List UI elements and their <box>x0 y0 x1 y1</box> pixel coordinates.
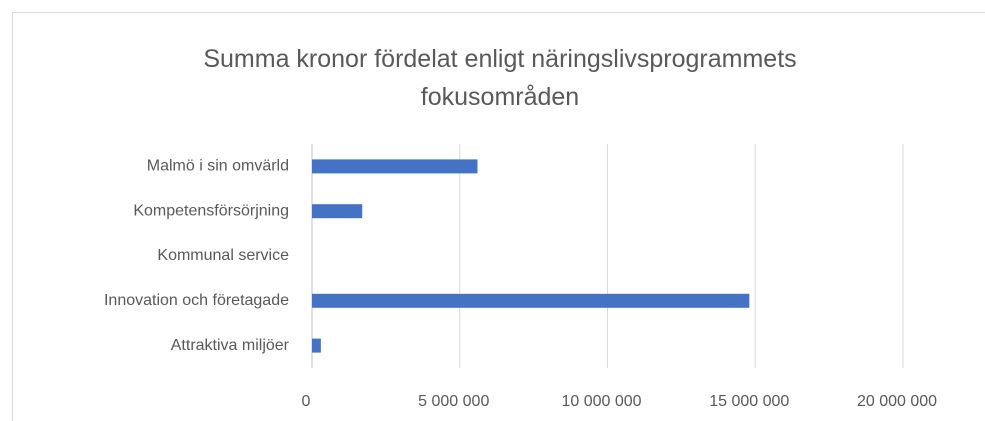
x-tick-label: 15 000 000 <box>709 393 789 410</box>
bar <box>312 159 478 174</box>
x-tick-label: 20 000 000 <box>857 393 937 410</box>
y-tick-label: Malmö i sin omvärld <box>147 158 289 175</box>
y-tick-label: Attraktiva miljöer <box>171 337 290 354</box>
x-tick-label: 10 000 000 <box>561 393 641 410</box>
x-tick-label: 5 000 000 <box>418 393 489 410</box>
y-tick-label: Innovation och företagade <box>104 292 289 309</box>
chart-title: Summa kronor fördelat enligt näringslivs… <box>203 45 797 111</box>
y-tick-label: Kommunal service <box>157 247 289 264</box>
x-tick-label: 0 <box>302 393 311 410</box>
bar <box>312 338 321 353</box>
bar <box>312 204 363 219</box>
bar <box>312 293 750 308</box>
y-tick-label: Kompetensförsörjning <box>133 202 289 219</box>
